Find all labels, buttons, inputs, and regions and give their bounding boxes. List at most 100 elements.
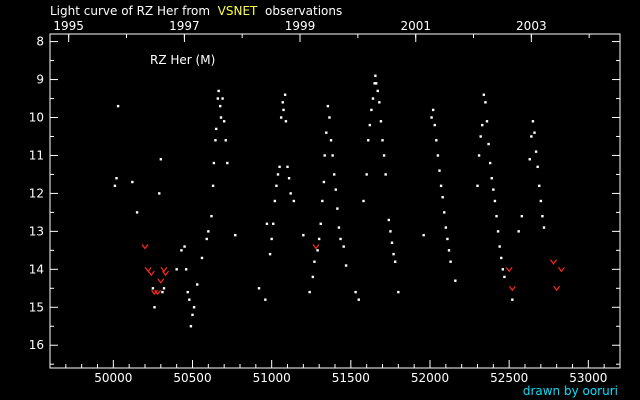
y-tick-label: 11 bbox=[29, 148, 44, 162]
observation-point bbox=[538, 184, 541, 188]
observation-point bbox=[339, 237, 342, 241]
observation-point bbox=[533, 131, 536, 134]
observation-point bbox=[283, 93, 287, 96]
observation-point bbox=[325, 131, 328, 134]
observation-point bbox=[188, 298, 191, 301]
observation-point bbox=[226, 161, 229, 165]
y-tick-label: 12 bbox=[29, 186, 44, 200]
observation-point bbox=[389, 230, 392, 233]
observation-point bbox=[162, 287, 166, 290]
observation-point bbox=[284, 120, 288, 123]
observation-point bbox=[321, 199, 324, 203]
upper-limit-mark bbox=[144, 266, 152, 273]
observation-point bbox=[531, 120, 535, 123]
observation-point bbox=[116, 104, 120, 108]
observation-point bbox=[264, 298, 267, 301]
observation-point bbox=[476, 184, 479, 188]
credit-text: drawn by ooruri bbox=[522, 384, 618, 398]
observation-point bbox=[183, 245, 186, 248]
observation-point bbox=[498, 245, 501, 248]
observation-point bbox=[390, 241, 394, 244]
observation-point bbox=[323, 154, 326, 157]
observation-point bbox=[292, 199, 296, 203]
y-tick-label: 9 bbox=[36, 73, 44, 87]
observation-point bbox=[492, 188, 495, 191]
observation-point bbox=[221, 97, 224, 100]
plot-frame bbox=[49, 33, 621, 369]
observation-point bbox=[217, 89, 220, 93]
observation-point bbox=[447, 249, 451, 252]
observation-point bbox=[289, 192, 292, 195]
observation-point bbox=[158, 192, 161, 195]
observation-point bbox=[279, 116, 283, 119]
observation-point bbox=[387, 218, 391, 222]
observation-point bbox=[211, 184, 215, 188]
x-tick-label: 50500 bbox=[173, 371, 211, 385]
observation-point bbox=[511, 298, 514, 301]
observation-point bbox=[273, 199, 277, 203]
upper-limit-mark bbox=[557, 266, 565, 273]
observation-point bbox=[446, 237, 449, 241]
observation-point bbox=[430, 116, 433, 119]
observation-point bbox=[485, 120, 489, 123]
observation-point bbox=[159, 158, 163, 161]
upper-limit-mark bbox=[147, 270, 155, 277]
observation-point bbox=[528, 158, 531, 161]
observation-point bbox=[311, 275, 315, 279]
observation-point bbox=[281, 101, 284, 104]
observation-point bbox=[479, 135, 482, 138]
observation-point bbox=[234, 233, 237, 237]
observation-point bbox=[503, 275, 506, 279]
observation-point bbox=[189, 325, 193, 328]
observation-point bbox=[488, 161, 492, 165]
observation-point bbox=[436, 154, 440, 157]
observation-point bbox=[326, 104, 330, 108]
observation-point bbox=[449, 260, 452, 263]
observation-point bbox=[362, 199, 365, 203]
observation-point bbox=[477, 154, 481, 157]
observation-point bbox=[344, 264, 348, 267]
upper-limit-mark bbox=[160, 266, 168, 273]
observation-point bbox=[328, 116, 331, 119]
observation-point bbox=[500, 256, 503, 260]
y-tick-label: 10 bbox=[29, 111, 44, 125]
upper-limit-mark bbox=[141, 244, 149, 250]
observation-point bbox=[219, 116, 223, 119]
year-tick-label: 1999 bbox=[285, 19, 316, 33]
data-points bbox=[113, 74, 565, 328]
observation-point bbox=[438, 169, 441, 172]
observation-point bbox=[200, 256, 204, 260]
year-tick-label: 2003 bbox=[516, 19, 547, 33]
observation-point bbox=[530, 135, 533, 138]
observation-point bbox=[205, 237, 208, 241]
observation-point bbox=[439, 184, 443, 188]
observation-point bbox=[270, 237, 273, 241]
observation-point bbox=[216, 97, 220, 100]
upper-limit-mark bbox=[505, 266, 513, 273]
observation-point bbox=[287, 177, 291, 180]
observation-point bbox=[316, 249, 319, 252]
observation-point bbox=[215, 127, 218, 131]
observation-point bbox=[487, 142, 490, 146]
observation-point bbox=[481, 123, 484, 127]
observation-point bbox=[175, 268, 178, 271]
observation-point bbox=[441, 196, 444, 199]
observation-point bbox=[357, 298, 360, 301]
observation-point bbox=[322, 180, 326, 184]
observation-point bbox=[495, 214, 498, 218]
observation-point bbox=[268, 252, 272, 256]
observation-point bbox=[443, 211, 446, 214]
observation-point bbox=[180, 249, 183, 252]
observation-point bbox=[454, 279, 457, 282]
observation-point bbox=[365, 173, 368, 176]
title-suffix: observations bbox=[265, 4, 343, 18]
x-tick-label: 53000 bbox=[569, 371, 607, 385]
y-tick-label: 14 bbox=[29, 262, 44, 276]
chart-title: Light curve of RZ Her from VSNET observa… bbox=[50, 4, 342, 18]
observation-point bbox=[444, 226, 448, 229]
observation-point bbox=[379, 120, 383, 123]
observation-point bbox=[272, 222, 275, 225]
observation-point bbox=[278, 165, 281, 169]
observation-point bbox=[222, 120, 226, 123]
